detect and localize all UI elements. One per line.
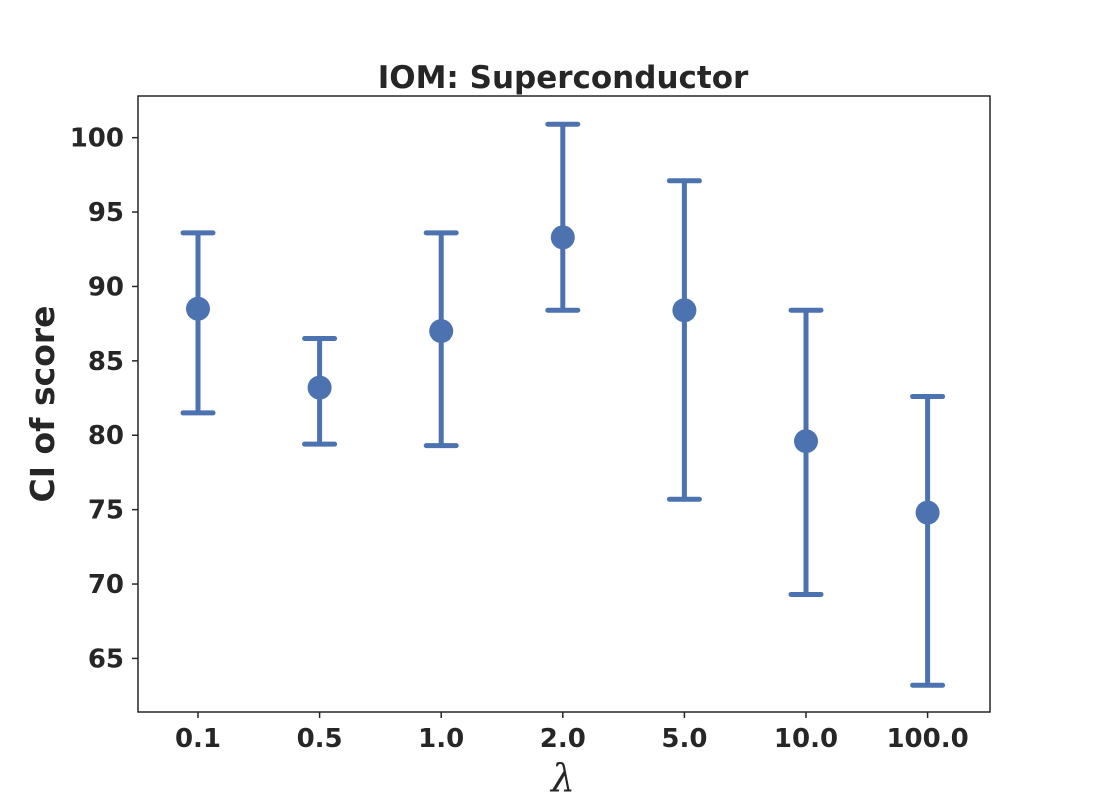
plot-marks: 65 70 75 80 85 90 95 100 0.1 0.5 1.0 2.0 5.0 10.0 100.… — [70, 121, 969, 754]
data-point — [550, 225, 575, 250]
y-tick-label: 70 — [88, 570, 124, 600]
y-tick-label: 100 — [70, 124, 124, 154]
y-tick-label: 95 — [88, 198, 124, 228]
x-axis-label: λ — [549, 756, 575, 800]
y-tick-label: 75 — [88, 496, 124, 526]
plot-frame — [137, 95, 991, 713]
chart-title: IOM: Superconductor — [378, 60, 749, 96]
data-point — [307, 375, 332, 400]
y-tick-label: 85 — [88, 347, 124, 377]
data-point — [794, 429, 818, 454]
y-tick-label: 90 — [88, 272, 124, 302]
x-tick-label: 2.0 — [540, 724, 586, 754]
x-tick-label: 10.0 — [774, 724, 838, 754]
data-point — [672, 298, 697, 323]
x-tick-label: 1.0 — [418, 724, 464, 754]
data-point — [915, 500, 940, 525]
x-tick-label: 100.0 — [886, 724, 968, 754]
x-tick-label: 5.0 — [661, 724, 707, 754]
data-point — [186, 296, 210, 321]
x-tick-label: 0.5 — [297, 724, 343, 754]
y-tick-label: 65 — [88, 644, 124, 674]
data-point — [429, 319, 454, 344]
x-tick-label: 0.1 — [175, 724, 221, 754]
y-tick-label: 80 — [88, 421, 124, 451]
y-axis-label: CI of score — [23, 305, 62, 502]
